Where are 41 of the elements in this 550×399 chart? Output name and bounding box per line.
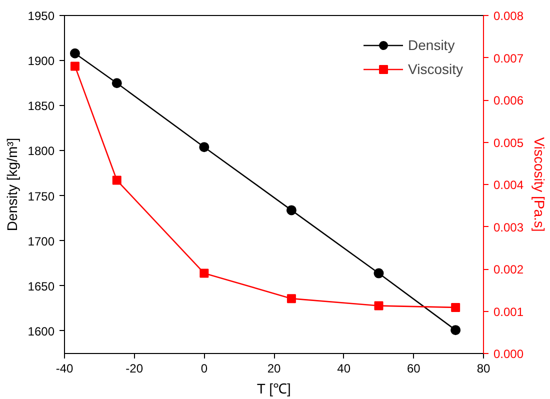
y2-tick-label: 0.007 xyxy=(494,51,524,66)
x-tick-label: 80 xyxy=(476,362,490,376)
legend-label: Viscosity xyxy=(408,61,463,77)
point xyxy=(450,325,461,336)
y-axis-title: Density [kg/m³] xyxy=(4,138,20,232)
y-tick-label: 1750 xyxy=(28,189,55,204)
point xyxy=(200,268,209,278)
y-tick-label: 1600 xyxy=(28,324,55,338)
point xyxy=(112,176,122,185)
point xyxy=(286,294,296,304)
y2-tick-label: 0.006 xyxy=(494,94,524,108)
y-tick-label: 1650 xyxy=(28,279,55,294)
x-tick-label: 60 xyxy=(406,362,421,376)
y-tick-label: 1800 xyxy=(28,144,55,158)
y2-tick-label: 0.003 xyxy=(494,220,524,234)
x-tick-label: -20 xyxy=(126,362,144,376)
legend-label: Density xyxy=(408,37,455,53)
point xyxy=(112,78,122,88)
point xyxy=(374,268,384,278)
y2-tick-label: 0.004 xyxy=(494,178,524,192)
y2-tick-label: 0.005 xyxy=(494,136,524,150)
y2-axis-title: Viscosity [Pa.s] xyxy=(532,137,548,232)
x-tick-label: 0 xyxy=(200,362,208,376)
y-tick-label: 1900 xyxy=(28,54,55,68)
y2-tick-label: 0.000 xyxy=(494,347,524,361)
point xyxy=(286,205,296,216)
x-tick-label: 40 xyxy=(337,362,351,376)
point xyxy=(374,301,384,310)
point xyxy=(199,142,210,152)
point xyxy=(451,302,460,312)
x-tick-label: -40 xyxy=(56,362,74,376)
point xyxy=(70,62,80,71)
y-tick-label: 1950 xyxy=(28,9,55,23)
y2-tick-label: 0.008 xyxy=(494,9,524,23)
x-tick-label: 20 xyxy=(267,362,281,376)
y-tick-label: 1850 xyxy=(28,99,55,114)
x-axis-title: T [℃] xyxy=(256,380,291,396)
point xyxy=(70,48,80,58)
y-tick-label: 1700 xyxy=(28,234,55,248)
y2-tick-label: 0.002 xyxy=(494,262,524,276)
y2-tick-label: 0.001 xyxy=(494,304,524,319)
